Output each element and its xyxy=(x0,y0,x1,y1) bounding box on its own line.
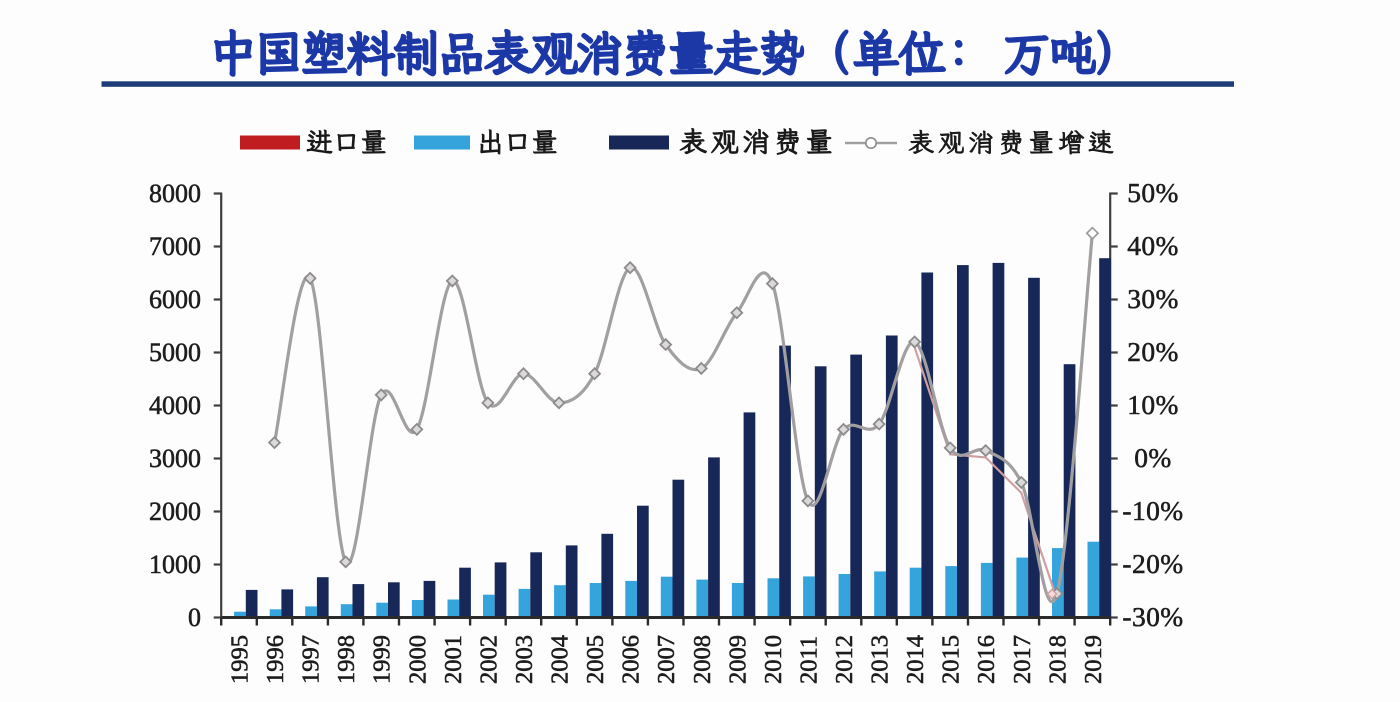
svg-text:2009: 2009 xyxy=(724,635,751,684)
svg-text:2000: 2000 xyxy=(404,635,431,684)
svg-text:2004: 2004 xyxy=(547,635,574,684)
svg-text:-30%: -30% xyxy=(1122,601,1183,632)
svg-text:2008: 2008 xyxy=(689,635,716,684)
svg-text:2012: 2012 xyxy=(831,635,858,684)
svg-text:2016: 2016 xyxy=(973,635,1000,684)
svg-text:2005: 2005 xyxy=(582,635,609,684)
svg-text:2019: 2019 xyxy=(1080,635,1107,684)
svg-text:8000: 8000 xyxy=(149,179,201,208)
svg-text:2002: 2002 xyxy=(475,635,502,684)
svg-text:5000: 5000 xyxy=(149,338,201,367)
svg-text:1997: 1997 xyxy=(298,635,325,684)
svg-text:2015: 2015 xyxy=(938,635,965,684)
svg-text:2006: 2006 xyxy=(618,635,645,684)
svg-text:2018: 2018 xyxy=(1044,635,1071,684)
svg-text:0%: 0% xyxy=(1134,442,1171,473)
svg-text:2000: 2000 xyxy=(149,497,201,526)
svg-text:2001: 2001 xyxy=(440,635,467,684)
svg-text:2017: 2017 xyxy=(1009,635,1036,684)
svg-text:1996: 1996 xyxy=(262,635,289,684)
svg-text:1000: 1000 xyxy=(149,550,201,579)
svg-text:2014: 2014 xyxy=(902,635,929,684)
svg-text:-10%: -10% xyxy=(1122,495,1183,526)
svg-text:7000: 7000 xyxy=(149,232,201,261)
svg-text:30%: 30% xyxy=(1127,283,1179,314)
svg-text:1998: 1998 xyxy=(333,635,360,684)
svg-text:2007: 2007 xyxy=(653,635,680,684)
svg-text:2010: 2010 xyxy=(760,635,787,684)
svg-text:1999: 1999 xyxy=(369,635,396,684)
svg-text:2011: 2011 xyxy=(795,636,822,684)
svg-text:6000: 6000 xyxy=(149,285,201,314)
svg-text:4000: 4000 xyxy=(149,391,201,420)
svg-text:10%: 10% xyxy=(1127,389,1179,420)
svg-text:2003: 2003 xyxy=(511,635,538,684)
svg-text:-20%: -20% xyxy=(1122,548,1183,579)
svg-text:0: 0 xyxy=(188,603,201,632)
svg-text:40%: 40% xyxy=(1127,230,1179,261)
svg-text:50%: 50% xyxy=(1127,177,1179,208)
svg-text:1995: 1995 xyxy=(227,635,254,684)
svg-text:2013: 2013 xyxy=(867,635,894,684)
svg-text:3000: 3000 xyxy=(149,444,201,473)
svg-text:20%: 20% xyxy=(1127,336,1179,367)
